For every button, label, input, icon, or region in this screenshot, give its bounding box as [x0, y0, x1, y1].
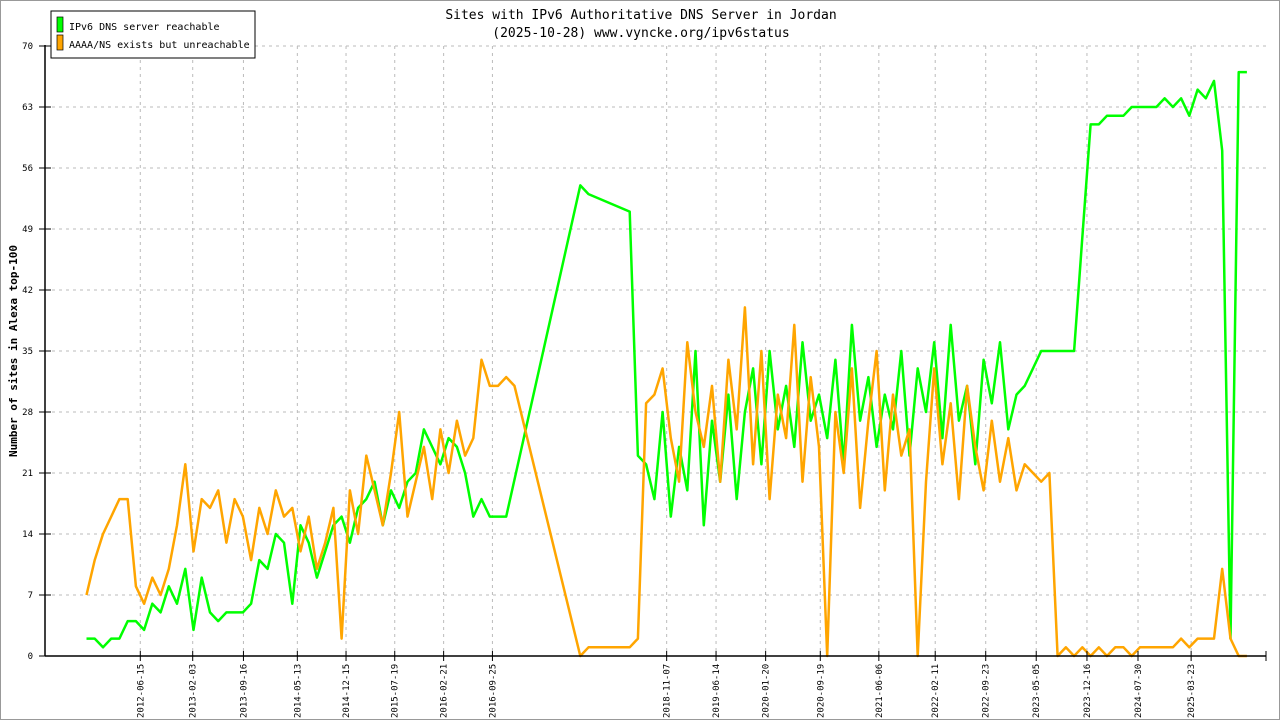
x-ticks: 2012-06-15 2013-02-03 2013-09-16 2014-05-13… — [136, 651, 1267, 718]
x-tick-label: 2019-06-14 — [712, 664, 722, 718]
x-tick-label: 2025-03-23 — [1187, 664, 1197, 718]
x-tick-label: 2013-02-03 — [189, 664, 199, 718]
x-tick-label: 2012-06-15 — [136, 664, 146, 718]
x-tick-label: 2016-09-25 — [488, 664, 498, 718]
y-tick-label: 21 — [22, 469, 33, 479]
grid — [45, 45, 1266, 656]
legend-swatch-reachable — [56, 16, 64, 33]
x-tick-label: 2020-01-20 — [762, 664, 772, 718]
x-tick-label: 2018-11-07 — [663, 664, 673, 718]
legend: IPv6 DNS server reachable AAAA/NS exists… — [50, 10, 256, 59]
y-tick-label: 14 — [22, 530, 33, 540]
x-tick-label: 2014-05-13 — [293, 664, 303, 718]
y-tick-label: 35 — [22, 347, 33, 357]
y-tick-label: 49 — [22, 225, 33, 235]
chart-title: Sites with IPv6 Authoritative DNS Server… — [445, 8, 836, 23]
series-line-unreachable — [85, 306, 1247, 658]
x-tick-label: 2023-05-05 — [1032, 664, 1042, 718]
y-tick-label: 70 — [22, 42, 33, 52]
x-tick-label: 2021-06-06 — [875, 664, 885, 718]
chart-subtitle: (2025-10-28) www.vyncke.org/ipv6status — [492, 26, 789, 41]
legend-label-reachable: IPv6 DNS server reachable — [69, 22, 220, 33]
y-tick-label: 7 — [28, 591, 33, 601]
y-tick-label: 42 — [22, 286, 33, 296]
y-axis-label: Number of sites in Alexa top-100 — [7, 245, 20, 457]
y-tick-label: 0 — [28, 652, 33, 662]
x-tick-label: 2020-09-19 — [816, 664, 826, 718]
series-line-reachable — [86, 70, 1247, 649]
series-lines — [85, 70, 1247, 658]
legend-box — [50, 10, 256, 59]
y-tick-label: 28 — [22, 408, 33, 418]
x-tick-label: 2024-07-30 — [1134, 664, 1144, 718]
legend-swatch-unreachable — [56, 34, 64, 51]
x-tick-label: 2022-09-23 — [982, 664, 992, 718]
x-tick-label: 2016-02-21 — [440, 664, 450, 718]
x-tick-label: 2022-02-11 — [931, 664, 941, 718]
x-tick-label: 2023-12-16 — [1083, 664, 1093, 718]
y-tick-label: 63 — [22, 103, 33, 113]
y-tick-label: 56 — [22, 164, 33, 174]
x-tick-label: 2014-12-15 — [342, 664, 352, 718]
x-tick-label: 2013-09-16 — [239, 664, 249, 718]
y-ticks: 0 7 14 21 28 35 42 49 56 63 70 — [22, 42, 51, 662]
legend-label-unreachable: AAAA/NS exists but unreachable — [69, 40, 250, 51]
x-tick-label: 2015-07-19 — [391, 664, 401, 718]
